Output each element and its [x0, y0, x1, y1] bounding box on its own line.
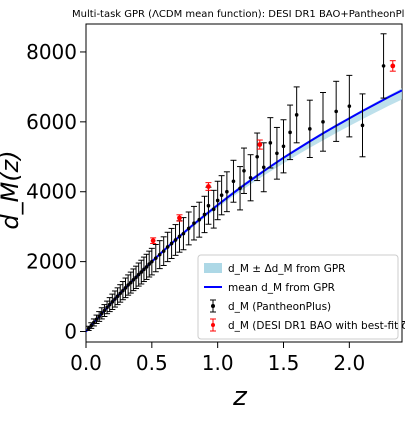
x-tick-label: 1.0 — [202, 351, 234, 375]
legend-item: d_M (DESI DR1 BAO with best-fit ζ) — [210, 318, 405, 332]
legend-label: d_M (PantheonPlus) — [228, 301, 331, 313]
pantheonplus-point — [122, 277, 129, 299]
datapoints-layer — [85, 33, 396, 331]
pantheonplus-point — [98, 307, 105, 320]
pantheonplus-point — [287, 104, 294, 161]
pantheonplus-point — [143, 253, 150, 280]
desi-bao-point — [176, 214, 183, 222]
pantheonplus-point — [190, 205, 197, 241]
legend-item: d_M (PantheonPlus) — [210, 299, 331, 313]
pantheonplus-point — [140, 256, 147, 283]
plot-frame — [85, 23, 403, 343]
pantheonplus-point — [130, 268, 137, 292]
y-tick-label: 8000 — [26, 40, 77, 64]
x-axis-label: z — [232, 382, 248, 412]
chart-title: Multi-task GPR (ΛCDM mean function): DES… — [72, 9, 405, 20]
y-tick-label: 0 — [64, 320, 77, 344]
x-tick-label: 2.0 — [333, 351, 365, 375]
pantheonplus-point — [280, 119, 287, 174]
x-tick-label: 1.5 — [268, 351, 300, 375]
pantheonplus-point — [346, 74, 353, 138]
desi-bao-point — [256, 139, 263, 150]
pantheonplus-point — [223, 171, 230, 213]
pantheonplus-point — [152, 244, 159, 273]
pantheonplus-point — [93, 314, 100, 324]
y-tick-label: 2000 — [26, 250, 77, 274]
pantheonplus-point — [127, 271, 134, 294]
pantheonplus-point — [333, 80, 340, 142]
pantheonplus-point — [201, 195, 208, 234]
pantheonplus-point — [135, 262, 142, 287]
gpr-confidence-band — [86, 88, 402, 332]
pantheonplus-point — [164, 231, 171, 263]
x-tick-label: 0.0 — [70, 351, 102, 375]
pantheonplus-point — [148, 247, 155, 276]
pantheonplus-point — [380, 33, 387, 99]
legend-box — [197, 254, 399, 340]
pantheonplus-point — [101, 304, 108, 317]
pantheonplus-point — [133, 265, 140, 290]
pantheonplus-point — [111, 290, 118, 308]
x-tick-label: 0.5 — [136, 351, 168, 375]
pantheonplus-point — [156, 240, 163, 270]
pantheonplus-point — [218, 175, 225, 216]
pantheonplus-point — [205, 186, 212, 225]
pantheonplus-point — [210, 189, 217, 229]
pantheonplus-point — [160, 236, 167, 266]
desi-bao-point — [150, 237, 157, 244]
pantheonplus-point — [172, 224, 179, 256]
pantheonplus-point — [260, 142, 267, 193]
y-tick-label: 4000 — [26, 180, 77, 204]
pantheonplus-point — [237, 166, 244, 211]
pantheonplus-point — [185, 211, 192, 246]
pantheonplus-point — [320, 91, 326, 152]
legend-label: mean d_M from GPR — [228, 282, 335, 294]
desi-bao-point — [389, 60, 396, 72]
y-tick-label: 6000 — [26, 110, 77, 134]
pantheonplus-point — [96, 311, 103, 322]
desi-bao-point — [205, 182, 212, 191]
axes-layer: 0.0 0.5 1.0 1.5 2.0 0 2000 4000 6000 8000 — [26, 40, 365, 375]
pantheonplus-point — [247, 154, 254, 202]
pantheonplus-point — [104, 300, 111, 315]
legend-item: mean d_M from GPR — [204, 282, 335, 294]
legend-label: d_M (DESI DR1 BAO with best-fit ζ) — [228, 320, 405, 332]
pantheonplus-point — [196, 201, 203, 238]
pantheonplus-point — [241, 147, 247, 194]
pantheonplus-point — [168, 227, 175, 259]
pantheonplus-point — [254, 132, 261, 182]
pantheonplus-point — [138, 259, 145, 285]
pantheonplus-point — [125, 274, 132, 296]
legend: d_M ± Δd_M from GPR mean d_M from GPR d_M … — [197, 254, 405, 340]
legend-item: d_M ± Δd_M from GPR — [204, 263, 345, 275]
pantheonplus-point — [214, 180, 221, 221]
pantheonplus-point — [306, 99, 313, 158]
pantheonplus-point — [230, 159, 237, 203]
legend-label: d_M ± Δd_M from GPR — [228, 263, 345, 275]
pantheonplus-point — [267, 117, 274, 169]
legend-band-swatch — [204, 263, 222, 273]
pantheonplus-point — [359, 93, 366, 158]
pantheonplus-point — [293, 86, 300, 144]
pantheonplus-point — [273, 126, 280, 180]
pantheonplus-point — [146, 250, 153, 278]
y-axis-label: d_M(z) — [0, 150, 24, 229]
pantheonplus-point — [119, 281, 126, 301]
confidence-band-layer — [86, 88, 402, 332]
